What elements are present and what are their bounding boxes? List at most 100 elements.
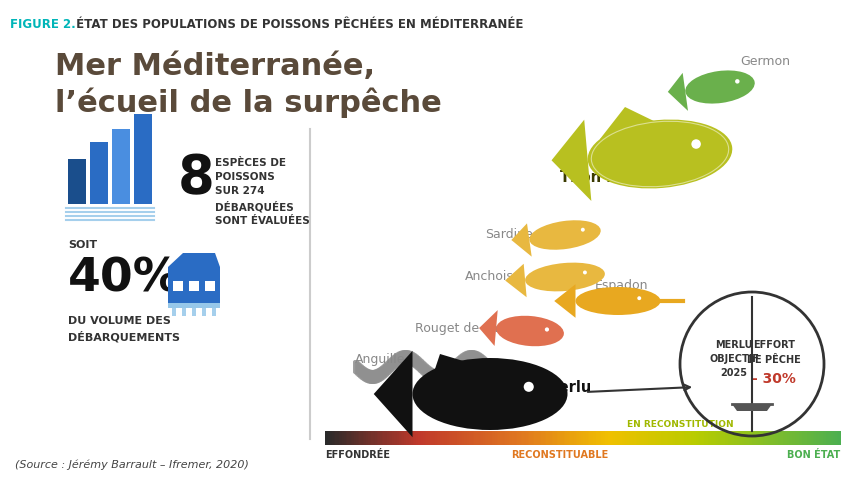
- Bar: [577, 431, 580, 445]
- Bar: [796, 431, 797, 445]
- Text: EFFONDRÉE: EFFONDRÉE: [325, 449, 390, 459]
- Bar: [327, 431, 329, 445]
- FancyBboxPatch shape: [373, 370, 380, 384]
- Bar: [168, 304, 220, 308]
- Bar: [774, 431, 777, 445]
- Bar: [727, 431, 729, 445]
- FancyBboxPatch shape: [360, 366, 366, 380]
- Bar: [330, 431, 333, 445]
- Bar: [682, 431, 684, 445]
- Bar: [334, 431, 336, 445]
- Bar: [762, 431, 765, 445]
- Bar: [806, 431, 808, 445]
- Bar: [648, 431, 650, 445]
- Bar: [425, 431, 427, 445]
- Bar: [399, 431, 401, 445]
- Bar: [575, 431, 578, 445]
- Bar: [620, 431, 622, 445]
- Bar: [792, 431, 794, 445]
- Bar: [490, 431, 492, 445]
- Bar: [691, 431, 693, 445]
- Text: 2025: 2025: [721, 367, 747, 377]
- Bar: [700, 431, 701, 445]
- FancyBboxPatch shape: [400, 351, 406, 365]
- Bar: [426, 431, 429, 445]
- FancyBboxPatch shape: [442, 369, 448, 383]
- Bar: [831, 431, 834, 445]
- Bar: [406, 431, 408, 445]
- Bar: [686, 431, 688, 445]
- Bar: [608, 431, 610, 445]
- Bar: [828, 431, 831, 445]
- Bar: [666, 431, 669, 445]
- Bar: [597, 431, 598, 445]
- FancyBboxPatch shape: [391, 355, 397, 369]
- Bar: [418, 431, 420, 445]
- Circle shape: [581, 228, 585, 232]
- Ellipse shape: [525, 263, 605, 292]
- Bar: [521, 431, 523, 445]
- Circle shape: [691, 140, 701, 149]
- Ellipse shape: [685, 71, 755, 104]
- FancyBboxPatch shape: [449, 363, 456, 376]
- FancyBboxPatch shape: [426, 366, 432, 381]
- Bar: [696, 431, 698, 445]
- Bar: [622, 431, 624, 445]
- FancyBboxPatch shape: [362, 367, 368, 381]
- Bar: [619, 431, 620, 445]
- FancyBboxPatch shape: [451, 361, 458, 375]
- Bar: [134, 115, 152, 204]
- Ellipse shape: [413, 358, 568, 430]
- Bar: [598, 431, 600, 445]
- FancyBboxPatch shape: [378, 367, 384, 381]
- FancyBboxPatch shape: [353, 360, 359, 374]
- FancyBboxPatch shape: [435, 370, 441, 384]
- Text: ÉTAT DES POPULATIONS DE POISSONS PÊCHÉES EN MÉDITERRANÉE: ÉTAT DES POPULATIONS DE POISSONS PÊCHÉES…: [72, 18, 523, 31]
- Bar: [574, 431, 576, 445]
- Bar: [654, 431, 657, 445]
- Text: SOIT: SOIT: [68, 240, 97, 249]
- Bar: [735, 431, 738, 445]
- Ellipse shape: [588, 121, 732, 189]
- FancyBboxPatch shape: [494, 368, 501, 382]
- Bar: [435, 431, 437, 445]
- Text: EN RECONSTITUTION: EN RECONSTITUTION: [626, 419, 734, 428]
- Bar: [710, 431, 711, 445]
- Bar: [636, 431, 638, 445]
- Bar: [725, 431, 728, 445]
- Bar: [689, 431, 691, 445]
- Bar: [397, 431, 399, 445]
- FancyBboxPatch shape: [416, 358, 422, 372]
- Bar: [347, 431, 350, 445]
- Bar: [759, 431, 762, 445]
- Bar: [477, 431, 480, 445]
- FancyBboxPatch shape: [453, 359, 460, 373]
- Bar: [192, 308, 196, 316]
- Bar: [567, 431, 569, 445]
- Bar: [722, 431, 723, 445]
- FancyBboxPatch shape: [368, 370, 374, 384]
- Bar: [553, 431, 556, 445]
- Bar: [378, 431, 380, 445]
- Bar: [492, 431, 494, 445]
- Bar: [386, 431, 387, 445]
- Bar: [711, 431, 713, 445]
- Circle shape: [637, 297, 641, 301]
- Bar: [837, 431, 839, 445]
- Bar: [797, 431, 799, 445]
- Bar: [548, 431, 551, 445]
- Bar: [460, 431, 463, 445]
- FancyBboxPatch shape: [508, 368, 514, 383]
- Bar: [442, 431, 444, 445]
- Bar: [526, 431, 528, 445]
- Bar: [572, 431, 574, 445]
- Text: EFFORT: EFFORT: [753, 339, 795, 349]
- Ellipse shape: [575, 287, 660, 315]
- Polygon shape: [505, 264, 527, 298]
- Text: Thon rouge: Thon rouge: [560, 170, 654, 184]
- Bar: [684, 431, 686, 445]
- FancyBboxPatch shape: [418, 359, 424, 373]
- Bar: [649, 431, 652, 445]
- Bar: [776, 431, 779, 445]
- Bar: [651, 431, 654, 445]
